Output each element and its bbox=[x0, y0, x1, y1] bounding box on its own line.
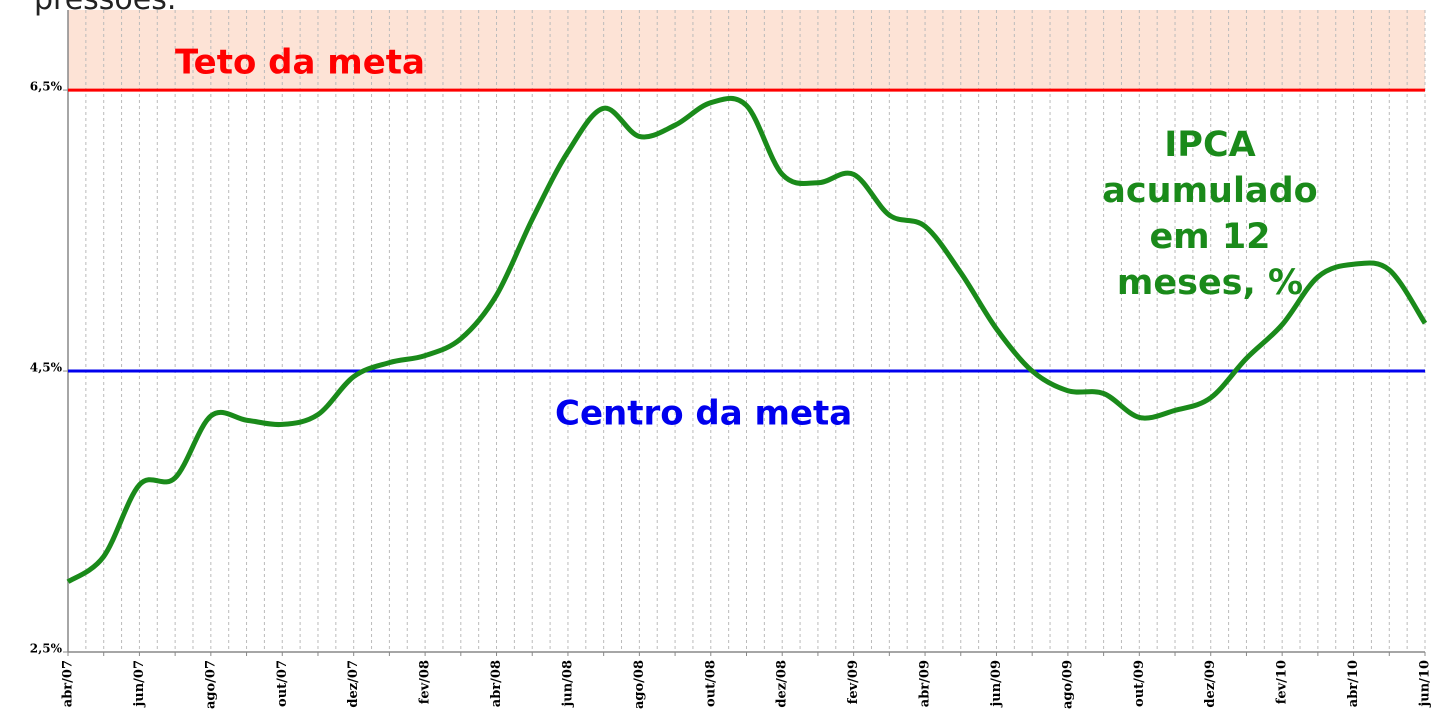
x-tick-label: out/07 bbox=[275, 660, 290, 707]
x-tick-group: jun/10 bbox=[1418, 660, 1433, 707]
y-tick-label: 4,5% bbox=[30, 361, 63, 375]
x-tick-label: jun/09 bbox=[989, 660, 1004, 707]
x-tick-label: out/09 bbox=[1132, 660, 1147, 707]
x-tick-group: fev/10 bbox=[1275, 660, 1290, 704]
x-tick-group: jun/09 bbox=[989, 660, 1004, 707]
x-tick-label: fev/09 bbox=[846, 660, 861, 704]
x-tick-label: dez/08 bbox=[775, 660, 790, 708]
x-tick-label: abr/09 bbox=[918, 660, 933, 707]
x-tick-label: jun/07 bbox=[132, 660, 147, 707]
x-tick-label: abr/08 bbox=[489, 660, 504, 707]
x-tick-group: abr/10 bbox=[1346, 660, 1361, 707]
x-tick-label: fev/08 bbox=[418, 660, 433, 704]
x-tick-group: ago/08 bbox=[632, 660, 647, 709]
x-tick-label: fev/10 bbox=[1275, 660, 1290, 704]
x-tick-label: ago/07 bbox=[203, 660, 218, 709]
x-tick-group: abr/09 bbox=[918, 660, 933, 707]
x-tick-group: jun/07 bbox=[132, 660, 147, 707]
y-tick-label: 6,5% bbox=[30, 80, 63, 94]
x-tick-label: jun/08 bbox=[560, 660, 575, 707]
x-tick-label: dez/07 bbox=[346, 660, 361, 708]
x-tick-label: dez/09 bbox=[1203, 660, 1218, 708]
x-tick-group: dez/07 bbox=[346, 660, 361, 708]
x-tick-group: out/07 bbox=[275, 660, 290, 707]
x-tick-group: abr/08 bbox=[489, 660, 504, 707]
header-text: pressões. bbox=[34, 0, 176, 17]
x-tick-group: fev/08 bbox=[418, 660, 433, 704]
series-label: IPCA acumulado em 12 meses, % bbox=[1102, 125, 1318, 303]
reference-label: Centro da meta bbox=[555, 394, 852, 434]
x-tick-group: ago/09 bbox=[1060, 660, 1075, 709]
x-tick-group: out/09 bbox=[1132, 660, 1147, 707]
x-tick-group: out/08 bbox=[703, 660, 718, 707]
x-tick-group: abr/07 bbox=[61, 660, 76, 707]
x-tick-label: ago/08 bbox=[632, 660, 647, 709]
x-tick-label: abr/10 bbox=[1346, 660, 1361, 707]
x-tick-label: out/08 bbox=[703, 660, 718, 707]
reference-label: Teto da meta bbox=[175, 43, 425, 83]
y-tick-label: 2,5% bbox=[30, 642, 63, 656]
x-tick-group: fev/09 bbox=[846, 660, 861, 704]
x-tick-group: dez/09 bbox=[1203, 660, 1218, 708]
x-tick-label: ago/09 bbox=[1060, 660, 1075, 709]
x-tick-group: jun/08 bbox=[560, 660, 575, 707]
series-line bbox=[66, 95, 1428, 584]
x-tick-group: ago/07 bbox=[203, 660, 218, 709]
x-tick-label: abr/07 bbox=[61, 660, 76, 707]
x-tick-group: dez/08 bbox=[775, 660, 790, 708]
x-tick-label: jun/10 bbox=[1418, 660, 1433, 707]
